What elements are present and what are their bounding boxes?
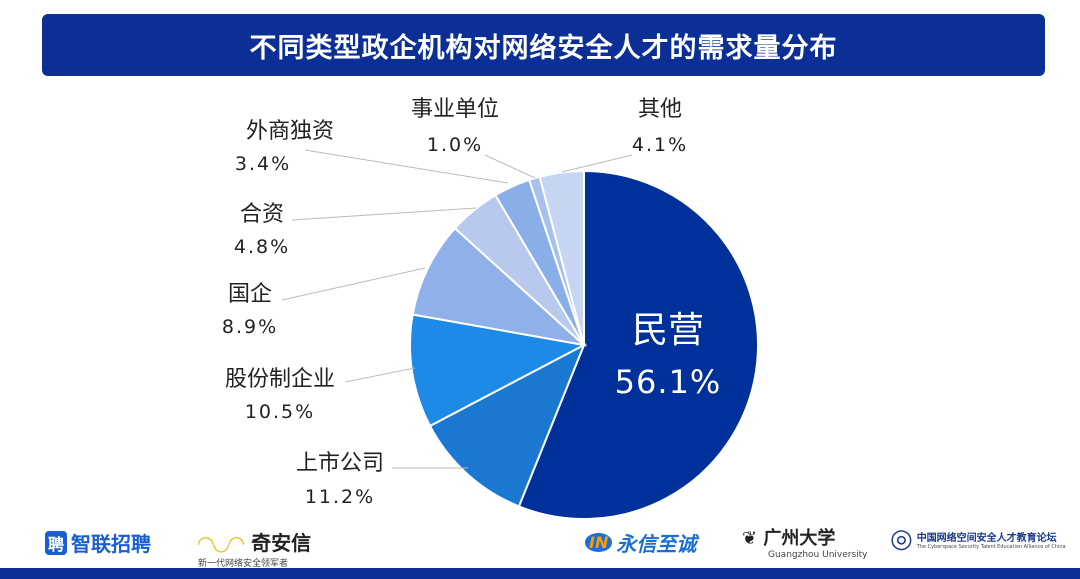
category-label-3: 国企 — [228, 282, 272, 307]
pie-slice-0 — [517, 169, 759, 520]
logo-qianxin: ◠◡◠ 奇安信 新一代网络安全领军者 — [198, 531, 312, 569]
category-label-4: 合资 — [240, 202, 284, 227]
value-label-0: 56.1% — [615, 363, 722, 401]
category-label-7: 其他 — [638, 97, 682, 122]
category-label-6: 事业单位 — [411, 97, 499, 122]
logo-zhaopin: 聘智联招聘 — [45, 528, 151, 557]
pie-slice-7 — [538, 169, 585, 346]
category-label-0: 民营 — [632, 310, 704, 351]
value-label-6: 1.0% — [427, 134, 483, 156]
pie-slice-2 — [409, 313, 588, 428]
value-label-4: 4.8% — [234, 236, 290, 258]
leader-line-4 — [291, 207, 477, 221]
value-label-1: 11.2% — [305, 486, 375, 508]
chart-title: 不同类型政企机构对网络安全人才的需求量分布 — [42, 14, 1045, 76]
pie-slice-1 — [428, 342, 586, 508]
value-label-7: 4.1% — [632, 134, 688, 156]
pie-slice-3 — [411, 226, 588, 347]
category-label-5: 外商独资 — [246, 119, 334, 144]
category-label-2: 股份制企业 — [225, 367, 335, 392]
leader-line-6 — [484, 154, 536, 179]
category-label-1: 上市公司 — [296, 451, 384, 476]
leader-line-2 — [344, 367, 416, 383]
logo-alliance: ◎ 中国网络空间安全人才教育论坛 The Cyberspace Security T… — [890, 524, 1066, 554]
logo-gzhu: ❦ 广州大学 Guangzhou University — [742, 528, 868, 560]
value-label-3: 8.9% — [222, 316, 278, 338]
bottom-bar — [0, 568, 1080, 579]
value-label-5: 3.4% — [235, 153, 291, 175]
leader-line-3 — [281, 267, 426, 301]
logo-yongxin: IN 永信至诚 — [585, 528, 696, 557]
leader-line-7 — [561, 154, 633, 173]
leader-line-5 — [304, 149, 509, 184]
value-label-2: 10.5% — [245, 401, 315, 423]
